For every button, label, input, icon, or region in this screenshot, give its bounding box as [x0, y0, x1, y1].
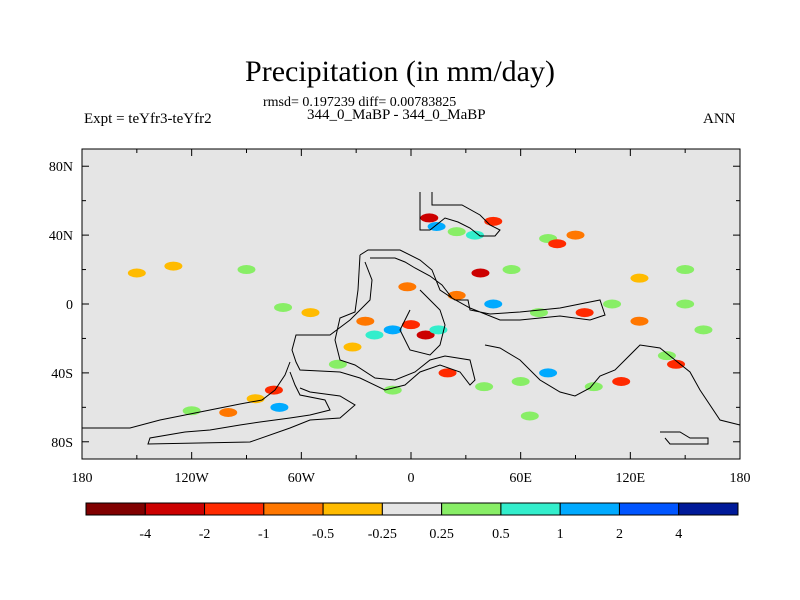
colorbar-label: 4	[675, 527, 682, 542]
anomaly-patch	[274, 302, 293, 312]
axes: 180 120W 60W 0 60E 120E 180 80N 40N 0 40S 80S	[49, 148, 751, 486]
colorbar-label: 0.5	[492, 527, 510, 542]
colorbar-swatch	[322, 502, 383, 516]
anomaly-patch	[520, 411, 539, 421]
anomaly-patch	[465, 230, 484, 240]
anomaly-patch	[511, 377, 530, 386]
chart-subtitle: 344_0_MaBP - 344_0_MaBP	[307, 107, 486, 123]
anomaly-patch	[630, 316, 649, 326]
coastline-south-america-a	[291, 254, 476, 391]
coastline-south-america-b	[399, 289, 446, 356]
y-tick-label: 40S	[51, 367, 73, 382]
coastline-antarctica-east	[660, 431, 709, 445]
x-tick-label: 180	[730, 471, 751, 486]
experiment-label: Expt = teYfr3-teYfr2	[84, 111, 212, 127]
anomaly-patch	[603, 299, 622, 309]
y-tick-label: 80N	[49, 160, 73, 175]
colorbar-label: 1	[557, 527, 564, 542]
anomaly-patch	[566, 230, 585, 240]
x-tick-label: 60E	[509, 471, 532, 486]
x-tick-label: 120W	[175, 471, 210, 486]
anomaly-patch	[365, 330, 384, 340]
anomaly-patch	[676, 265, 695, 275]
anomaly-patch	[548, 239, 567, 249]
anomaly-patch	[657, 351, 676, 361]
chart-title: Precipitation (in mm/day)	[245, 55, 555, 88]
colorbar: -4 -2 -1 -0.5 -0.25 0.25 0.5 1 2 4	[85, 502, 739, 542]
anomaly-patch	[447, 227, 466, 237]
anomaly-patch	[164, 261, 183, 271]
anomaly-patch	[246, 394, 265, 404]
anomaly-patch	[475, 382, 494, 392]
anomaly-patch	[398, 282, 417, 292]
anomaly-patch	[328, 359, 347, 369]
anomaly-patch	[612, 377, 631, 386]
colorbar-swatch	[85, 502, 146, 516]
colorbar-label: -4	[139, 527, 151, 542]
season-label: ANN	[703, 111, 736, 127]
coastlines	[82, 192, 741, 445]
anomaly-patch	[575, 308, 594, 318]
anomaly-patch	[484, 299, 503, 309]
anomaly-patch	[402, 320, 420, 330]
anomaly-patch	[127, 268, 146, 278]
colorbar-swatch	[618, 502, 680, 516]
y-tick-label: 40N	[49, 229, 73, 244]
anomaly-patch	[416, 330, 435, 340]
y-tick-label: 0	[66, 298, 73, 313]
colorbar-swatch	[263, 502, 324, 516]
anomaly-patch	[502, 265, 521, 275]
anomaly-patch	[694, 325, 713, 335]
anomaly-patch	[676, 299, 695, 309]
anomaly-patch	[264, 385, 283, 395]
anomaly-patch	[383, 385, 402, 395]
colorbar-swatch	[500, 502, 561, 516]
colorbar-swatch	[678, 502, 739, 516]
rmsd-diff-stats: rmsd= 0.197239 diff= 0.00783825	[263, 95, 457, 110]
anomaly-patch	[539, 368, 558, 378]
anomaly-patch	[420, 213, 439, 223]
colorbar-label: 0.25	[429, 527, 454, 542]
colorbar-swatch	[204, 502, 265, 516]
coastline-eurasia	[359, 249, 606, 321]
x-tick-label: 120E	[616, 471, 646, 486]
coastline-antarctica-west	[82, 361, 291, 429]
anomaly-patch	[356, 316, 375, 326]
anomaly-patch	[343, 342, 362, 352]
coastline-australia	[147, 371, 356, 445]
anomaly-patch	[301, 308, 320, 318]
colorbar-swatch	[381, 502, 443, 516]
coastline-north-america	[419, 192, 501, 237]
colorbar-label: -0.5	[312, 527, 334, 542]
coastline-africa	[484, 344, 741, 426]
colorbar-label: -0.25	[368, 527, 397, 542]
anomaly-patch	[383, 325, 402, 335]
anomaly-patch	[471, 268, 490, 278]
y-tick-label: 80S	[51, 436, 73, 451]
x-tick-label: 60W	[288, 471, 316, 486]
colorbar-swatch	[559, 502, 620, 516]
anomaly-patch	[237, 265, 256, 275]
x-tick-label: 180	[72, 471, 93, 486]
map-background	[82, 149, 740, 459]
colorbar-label: 2	[616, 527, 623, 542]
anomaly-patch	[630, 273, 649, 283]
anomaly-layer	[127, 213, 713, 421]
anomaly-patch	[438, 368, 457, 378]
colorbar-swatch	[144, 502, 206, 516]
anomaly-patch	[667, 359, 686, 369]
anomaly-patch	[219, 408, 238, 417]
x-tick-label: 0	[408, 471, 415, 486]
colorbar-label: -2	[199, 527, 211, 542]
colorbar-swatch	[441, 502, 502, 516]
anomaly-patch	[270, 402, 289, 412]
colorbar-label: -1	[258, 527, 270, 542]
